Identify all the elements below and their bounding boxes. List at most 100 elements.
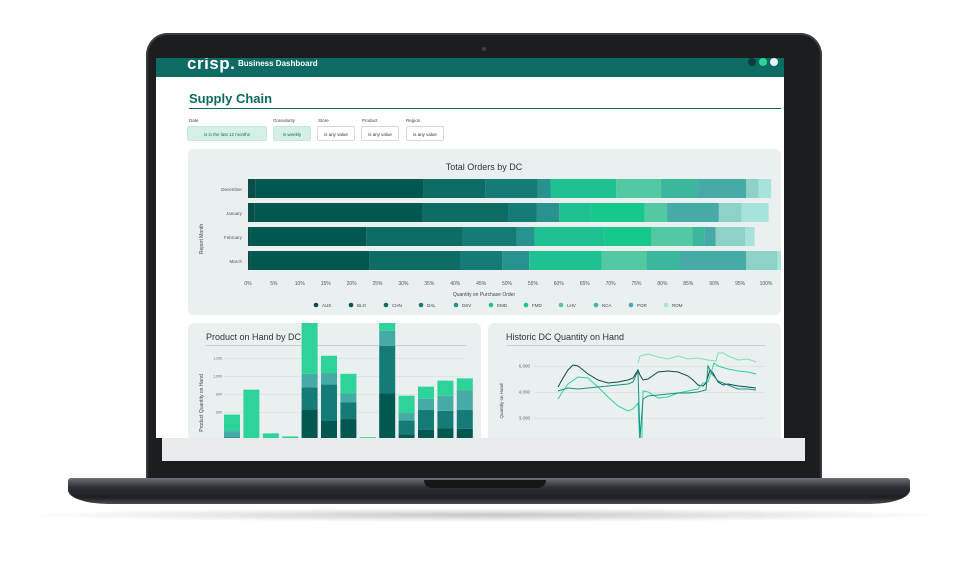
bar-segment[interactable] [418,429,434,438]
bar-segment[interactable] [456,378,473,391]
bar-segment[interactable] [651,227,693,246]
filter-product[interactable]: is any value [361,126,399,141]
bar-segment[interactable] [704,227,716,246]
bar-segment[interactable] [718,203,742,222]
bar-segment[interactable] [456,390,473,411]
bar-segment[interactable] [437,395,454,411]
bar-segment[interactable] [398,395,415,414]
window-dot-1[interactable] [748,58,756,66]
bar-segment[interactable] [359,437,376,438]
filter-granularity[interactable]: is weekly [273,126,311,141]
bar-segment[interactable] [248,251,251,270]
x-tick-label: 50% [502,281,513,287]
bar-segment[interactable] [255,179,424,198]
bar-segment[interactable] [604,227,652,246]
bar-segment[interactable] [250,227,367,246]
filter-date[interactable]: is in the last 12 months [187,126,267,141]
bar-segment[interactable] [485,179,538,198]
bar-segment[interactable] [340,373,357,394]
bar-segment[interactable] [248,227,251,246]
bar-segment[interactable] [644,203,668,222]
bar-segment[interactable] [550,179,617,198]
window-dot-3[interactable] [770,58,778,66]
bar-segment[interactable] [516,227,535,246]
bar-segment[interactable] [437,428,454,438]
bar-segment[interactable] [379,345,396,394]
bar-segment[interactable] [398,434,415,438]
bar-segment[interactable] [508,203,537,222]
bar-segment[interactable] [379,393,396,438]
bar-segment[interactable] [758,179,772,198]
bar-segment[interactable] [369,251,461,270]
bar-segment[interactable] [715,227,746,246]
category-label: March [229,259,242,264]
bar-segment[interactable] [536,203,560,222]
bar-segment[interactable] [746,251,778,270]
bar-segment[interactable] [660,179,698,198]
historic-line-light-green [637,352,757,364]
bar-segment[interactable] [340,419,357,438]
bar-segment[interactable] [423,179,486,198]
app-header: crisp. Business Dashboard [156,58,784,77]
bar-segment[interactable] [398,420,415,435]
bar-segment[interactable] [243,389,260,438]
bar-segment[interactable] [590,203,645,222]
x-tick-label: 95% [735,281,746,287]
bar-segment[interactable] [262,433,279,438]
bar-segment[interactable] [437,380,454,396]
bar-segment[interactable] [418,410,434,430]
bar-segment[interactable] [321,384,337,421]
bar-segment[interactable] [418,386,434,399]
bar-segment[interactable] [437,410,454,429]
bar-segment[interactable] [537,179,551,198]
bar-segment[interactable] [248,179,256,198]
bar-segment[interactable] [321,373,337,385]
filter-region[interactable]: is any value [406,126,444,141]
bar-segment[interactable] [340,402,357,420]
bar-segment[interactable] [366,227,463,246]
bar-segment[interactable] [254,203,423,222]
bar-segment[interactable] [301,373,318,388]
bar-segment[interactable] [340,393,357,403]
bar-segment[interactable] [282,436,299,438]
x-tick-label: 70% [606,281,617,287]
bar-segment[interactable] [379,312,396,331]
bar-segment[interactable] [321,355,337,374]
bar-segment[interactable] [601,251,647,270]
bar-segment[interactable] [741,203,769,222]
bar-segment[interactable] [422,203,509,222]
bar-segment[interactable] [224,437,240,438]
bar-segment[interactable] [301,387,318,410]
x-tick-label: 60% [554,281,565,287]
bar-segment[interactable] [529,251,602,270]
bar-segment[interactable] [559,203,591,222]
bar-segment[interactable] [534,227,605,246]
bar-segment[interactable] [692,227,705,246]
bar-segment[interactable] [456,428,473,438]
window-dot-2[interactable] [759,58,767,66]
bar-segment[interactable] [646,251,680,270]
bar-segment[interactable] [301,315,318,374]
bar-segment[interactable] [462,227,517,246]
bar-segment[interactable] [697,179,747,198]
bar-segment[interactable] [679,251,747,270]
bar-segment[interactable] [667,203,719,222]
filter-store[interactable]: is any value [317,126,355,141]
bar-segment[interactable] [379,330,396,346]
app-logo[interactable]: crisp. [187,58,236,73]
bar-segment[interactable] [248,203,255,222]
bar-segment[interactable] [224,414,240,432]
bar-segment[interactable] [398,413,415,421]
bar-segment[interactable] [745,227,755,246]
bar-segment[interactable] [418,398,434,411]
bar-segment[interactable] [460,251,503,270]
bar-segment[interactable] [616,179,661,198]
bar-segment[interactable] [301,409,318,438]
bar-segment[interactable] [502,251,530,270]
bar-segment[interactable] [250,251,370,270]
bar-segment[interactable] [321,420,337,438]
bar-segment[interactable] [777,251,783,270]
bar-segment[interactable] [456,410,473,429]
bar-segment[interactable] [224,431,240,438]
bar-segment[interactable] [746,179,759,198]
